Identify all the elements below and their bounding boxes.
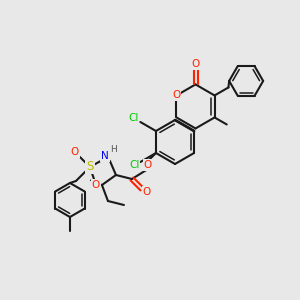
Text: H: H [111,146,117,154]
Text: O: O [143,187,151,197]
Text: O: O [144,160,152,170]
Text: N: N [101,151,109,161]
Text: O: O [92,180,100,190]
Text: S: S [86,160,94,173]
Text: Cl: Cl [128,113,139,123]
Text: O: O [172,90,181,100]
Text: Cl: Cl [129,160,140,170]
Text: O: O [71,147,79,157]
Text: O: O [191,59,200,69]
